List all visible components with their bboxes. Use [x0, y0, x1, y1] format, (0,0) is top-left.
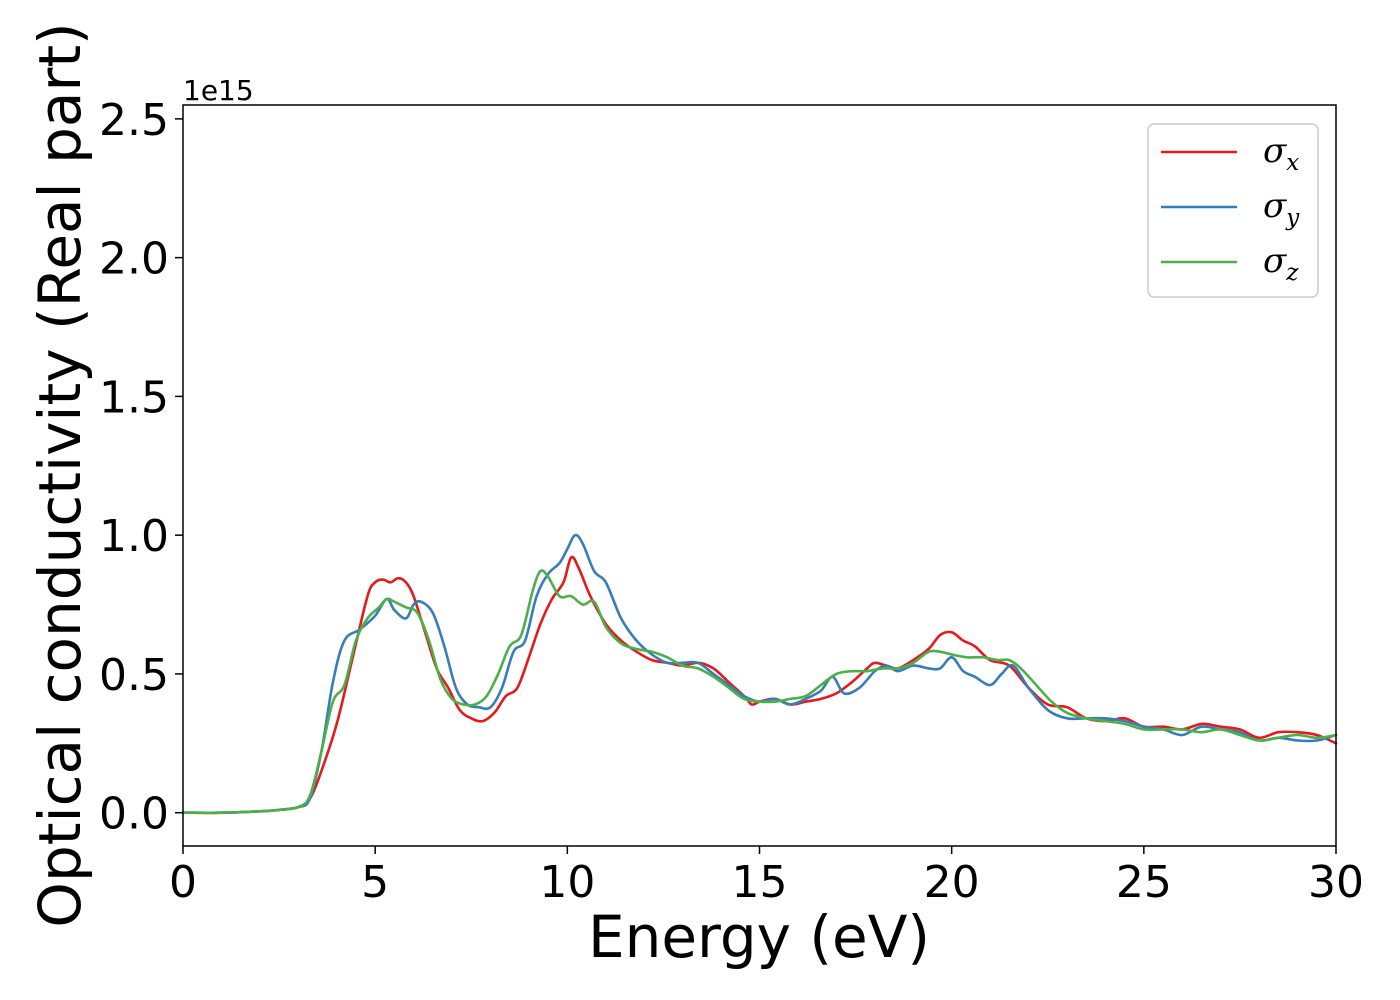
y-axis-title: Optical conductivity (Real part): [26, 22, 94, 927]
x-tick-label: 20: [924, 857, 980, 908]
y-tick-label: 1.5: [99, 372, 169, 423]
x-tick-label: 30: [1308, 857, 1364, 908]
series-layer: [181, 533, 1338, 815]
series-line-x: [181, 555, 1338, 815]
y-tick-label: 2.5: [99, 95, 169, 146]
y-tick-label: 0.5: [99, 650, 169, 701]
x-tick-label: 0: [169, 857, 197, 908]
series-line-z: [181, 569, 1338, 815]
x-tick-label: 15: [732, 857, 788, 908]
legend-frame: [1147, 123, 1319, 298]
legend-label-z: σz: [1263, 241, 1299, 286]
legend-label-y: σy: [1263, 186, 1300, 231]
legend-label-x: σx: [1263, 131, 1299, 176]
x-tick-label: 5: [361, 857, 389, 908]
x-axis-ticks: 0 5 10 15 20 25 30: [169, 846, 1364, 908]
y-tick-label: 0.0: [99, 789, 169, 840]
y-tick-label: 1.0: [99, 511, 169, 562]
y-tick-label: 2.0: [99, 234, 169, 285]
x-axis-title: Energy (eV): [588, 903, 930, 971]
series-line-y: [181, 533, 1338, 815]
x-tick-label: 10: [539, 857, 595, 908]
x-tick-label: 25: [1116, 857, 1172, 908]
legend: σx σy σz: [1147, 123, 1319, 298]
y-offset-label: 1e15: [183, 74, 254, 107]
y-axis-ticks: 0.0 0.5 1.0 1.5 2.0 2.5: [99, 95, 183, 840]
